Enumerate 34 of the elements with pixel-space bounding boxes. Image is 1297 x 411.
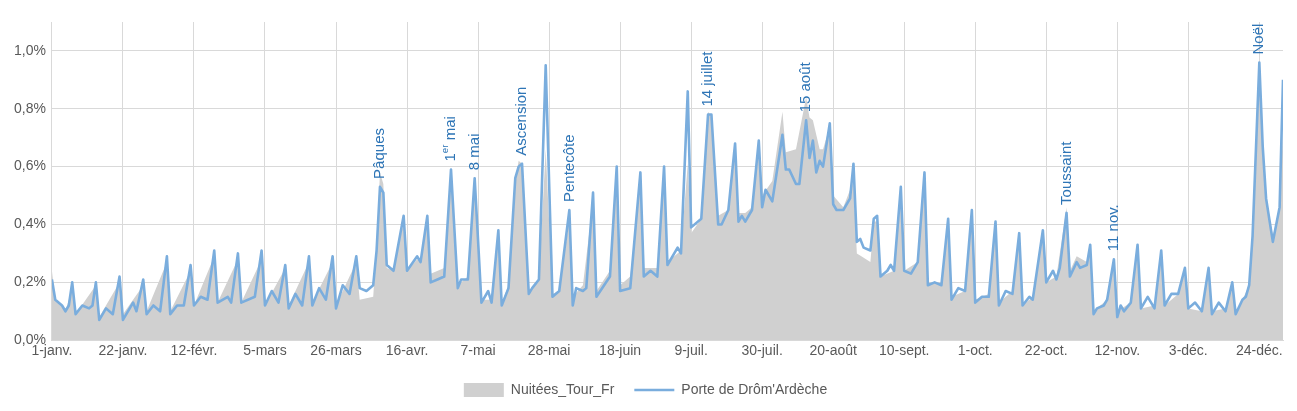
x-tick-label: 12-févr.	[170, 342, 218, 359]
x-tick-label: 12-nov.	[1094, 342, 1141, 359]
annotation: Pentecôte	[559, 134, 577, 203]
annotation: 15 août	[796, 61, 814, 113]
annotation: Ascension	[512, 86, 530, 156]
x-tick-label: 20-août	[809, 342, 858, 359]
y-tick-label: 0,2%	[13, 273, 46, 290]
x-tick-label: 9-juil.	[674, 342, 708, 359]
y-tick-label: 1,0%	[13, 41, 46, 58]
annotation: 14 juillet	[698, 50, 716, 107]
x-tick-label: 10-sept.	[878, 342, 930, 359]
x-tick-label: 16-avr.	[385, 342, 429, 359]
x-tick-label: 3-déc.	[1168, 342, 1208, 359]
x-tick-label: 28-mai	[527, 342, 571, 359]
annotation: Toussaint	[1056, 140, 1074, 205]
x-tick-label: 26-mars	[310, 342, 362, 359]
x-tick-label: 7-mai	[460, 342, 496, 359]
legend-label: Nuitées_Tour_Fr	[510, 380, 615, 397]
x-tick-label: 22-oct.	[1024, 342, 1068, 359]
legend-label: Porte de Drôm'Ardèche	[681, 380, 828, 397]
annotation: 11 nov.	[1104, 204, 1122, 252]
x-tick-label: 22-janv.	[98, 342, 148, 359]
y-tick-label: 0,4%	[13, 215, 46, 232]
annotation: 8 mai	[464, 133, 482, 171]
annotation: Pâques	[370, 128, 388, 179]
x-tick-label: 18-juin	[599, 342, 642, 359]
x-tick-label: 5-mars	[243, 342, 287, 359]
x-tick-label: 1-oct.	[957, 342, 993, 359]
y-tick-label: 0,6%	[13, 157, 46, 174]
x-tick-label: 24-déc.	[1235, 342, 1283, 359]
y-tick-label: 0,8%	[13, 99, 46, 116]
annotation: 1er mai	[439, 116, 459, 162]
annotation: Noël	[1249, 23, 1267, 55]
x-tick-label: 30-juil.	[741, 342, 783, 359]
